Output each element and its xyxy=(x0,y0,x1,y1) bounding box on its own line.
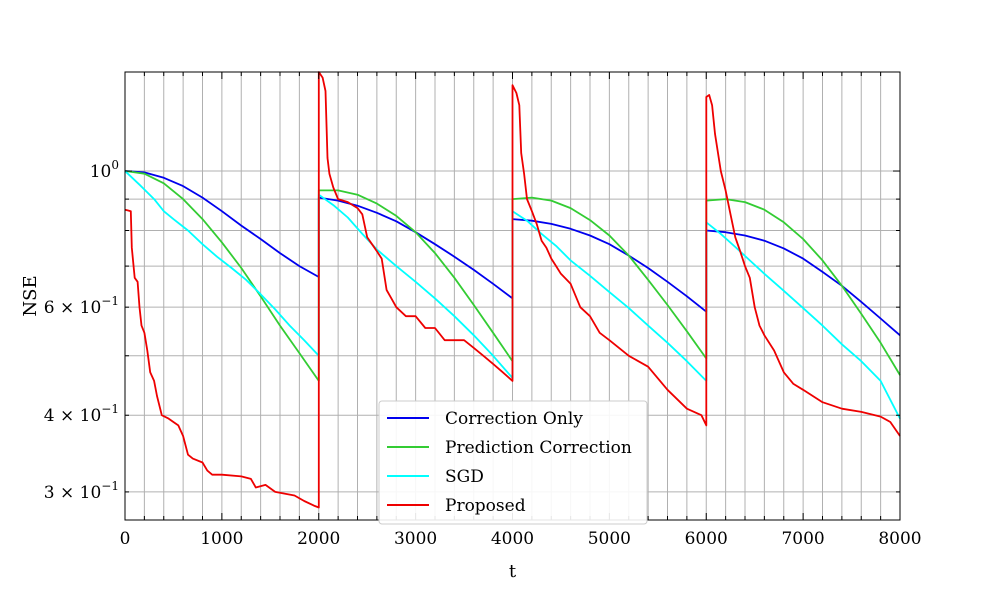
y-tick-coef: 4 × xyxy=(44,406,80,426)
y-tick-label: 6 × 10−1 xyxy=(44,294,119,318)
y-tick-exponent: 0 xyxy=(111,158,119,172)
series-line-sgd xyxy=(124,170,901,420)
y-tick-base: 10 xyxy=(80,483,102,503)
series-line-proposed xyxy=(124,71,901,509)
y-tick-base: 10 xyxy=(80,298,102,318)
x-tick-label: 5000 xyxy=(588,529,631,549)
y-tick-exponent: −1 xyxy=(101,294,119,308)
legend-entry-label: Correction Only xyxy=(445,409,583,429)
x-tick-label: 1000 xyxy=(200,529,243,549)
y-tick-coef: 3 × xyxy=(44,483,80,503)
legend-entry-label: SGD xyxy=(445,467,484,487)
y-tick-base: 10 xyxy=(80,406,102,426)
y-tick-base: 10 xyxy=(90,162,112,182)
x-tick-label: 0 xyxy=(120,529,131,549)
legend: Correction Only Prediction Correction SGD P… xyxy=(378,400,648,525)
series-group xyxy=(124,71,901,509)
x-tick-label: 7000 xyxy=(781,529,824,549)
y-tick-label: 3 × 10−1 xyxy=(44,479,119,503)
y-tick-exponent: −1 xyxy=(101,479,119,493)
y-tick-exponent: −1 xyxy=(101,402,119,416)
y-tick-label: 4 × 10−1 xyxy=(44,402,119,426)
y-axis-label: NSE xyxy=(20,275,41,316)
x-axis-label: t xyxy=(509,561,517,582)
x-tick-label: 8000 xyxy=(878,529,921,549)
legend-box xyxy=(378,400,648,525)
x-tick-label: 3000 xyxy=(394,529,437,549)
legend-entry-label: Prediction Correction xyxy=(445,438,632,458)
x-tick-label: 2000 xyxy=(297,529,340,549)
y-tick-coef: 6 × xyxy=(44,298,80,318)
y-tick-label: 100 xyxy=(90,158,119,182)
x-tick-label: 6000 xyxy=(685,529,728,549)
legend-entry-label: Proposed xyxy=(445,496,526,516)
x-tick-label: 4000 xyxy=(491,529,534,549)
